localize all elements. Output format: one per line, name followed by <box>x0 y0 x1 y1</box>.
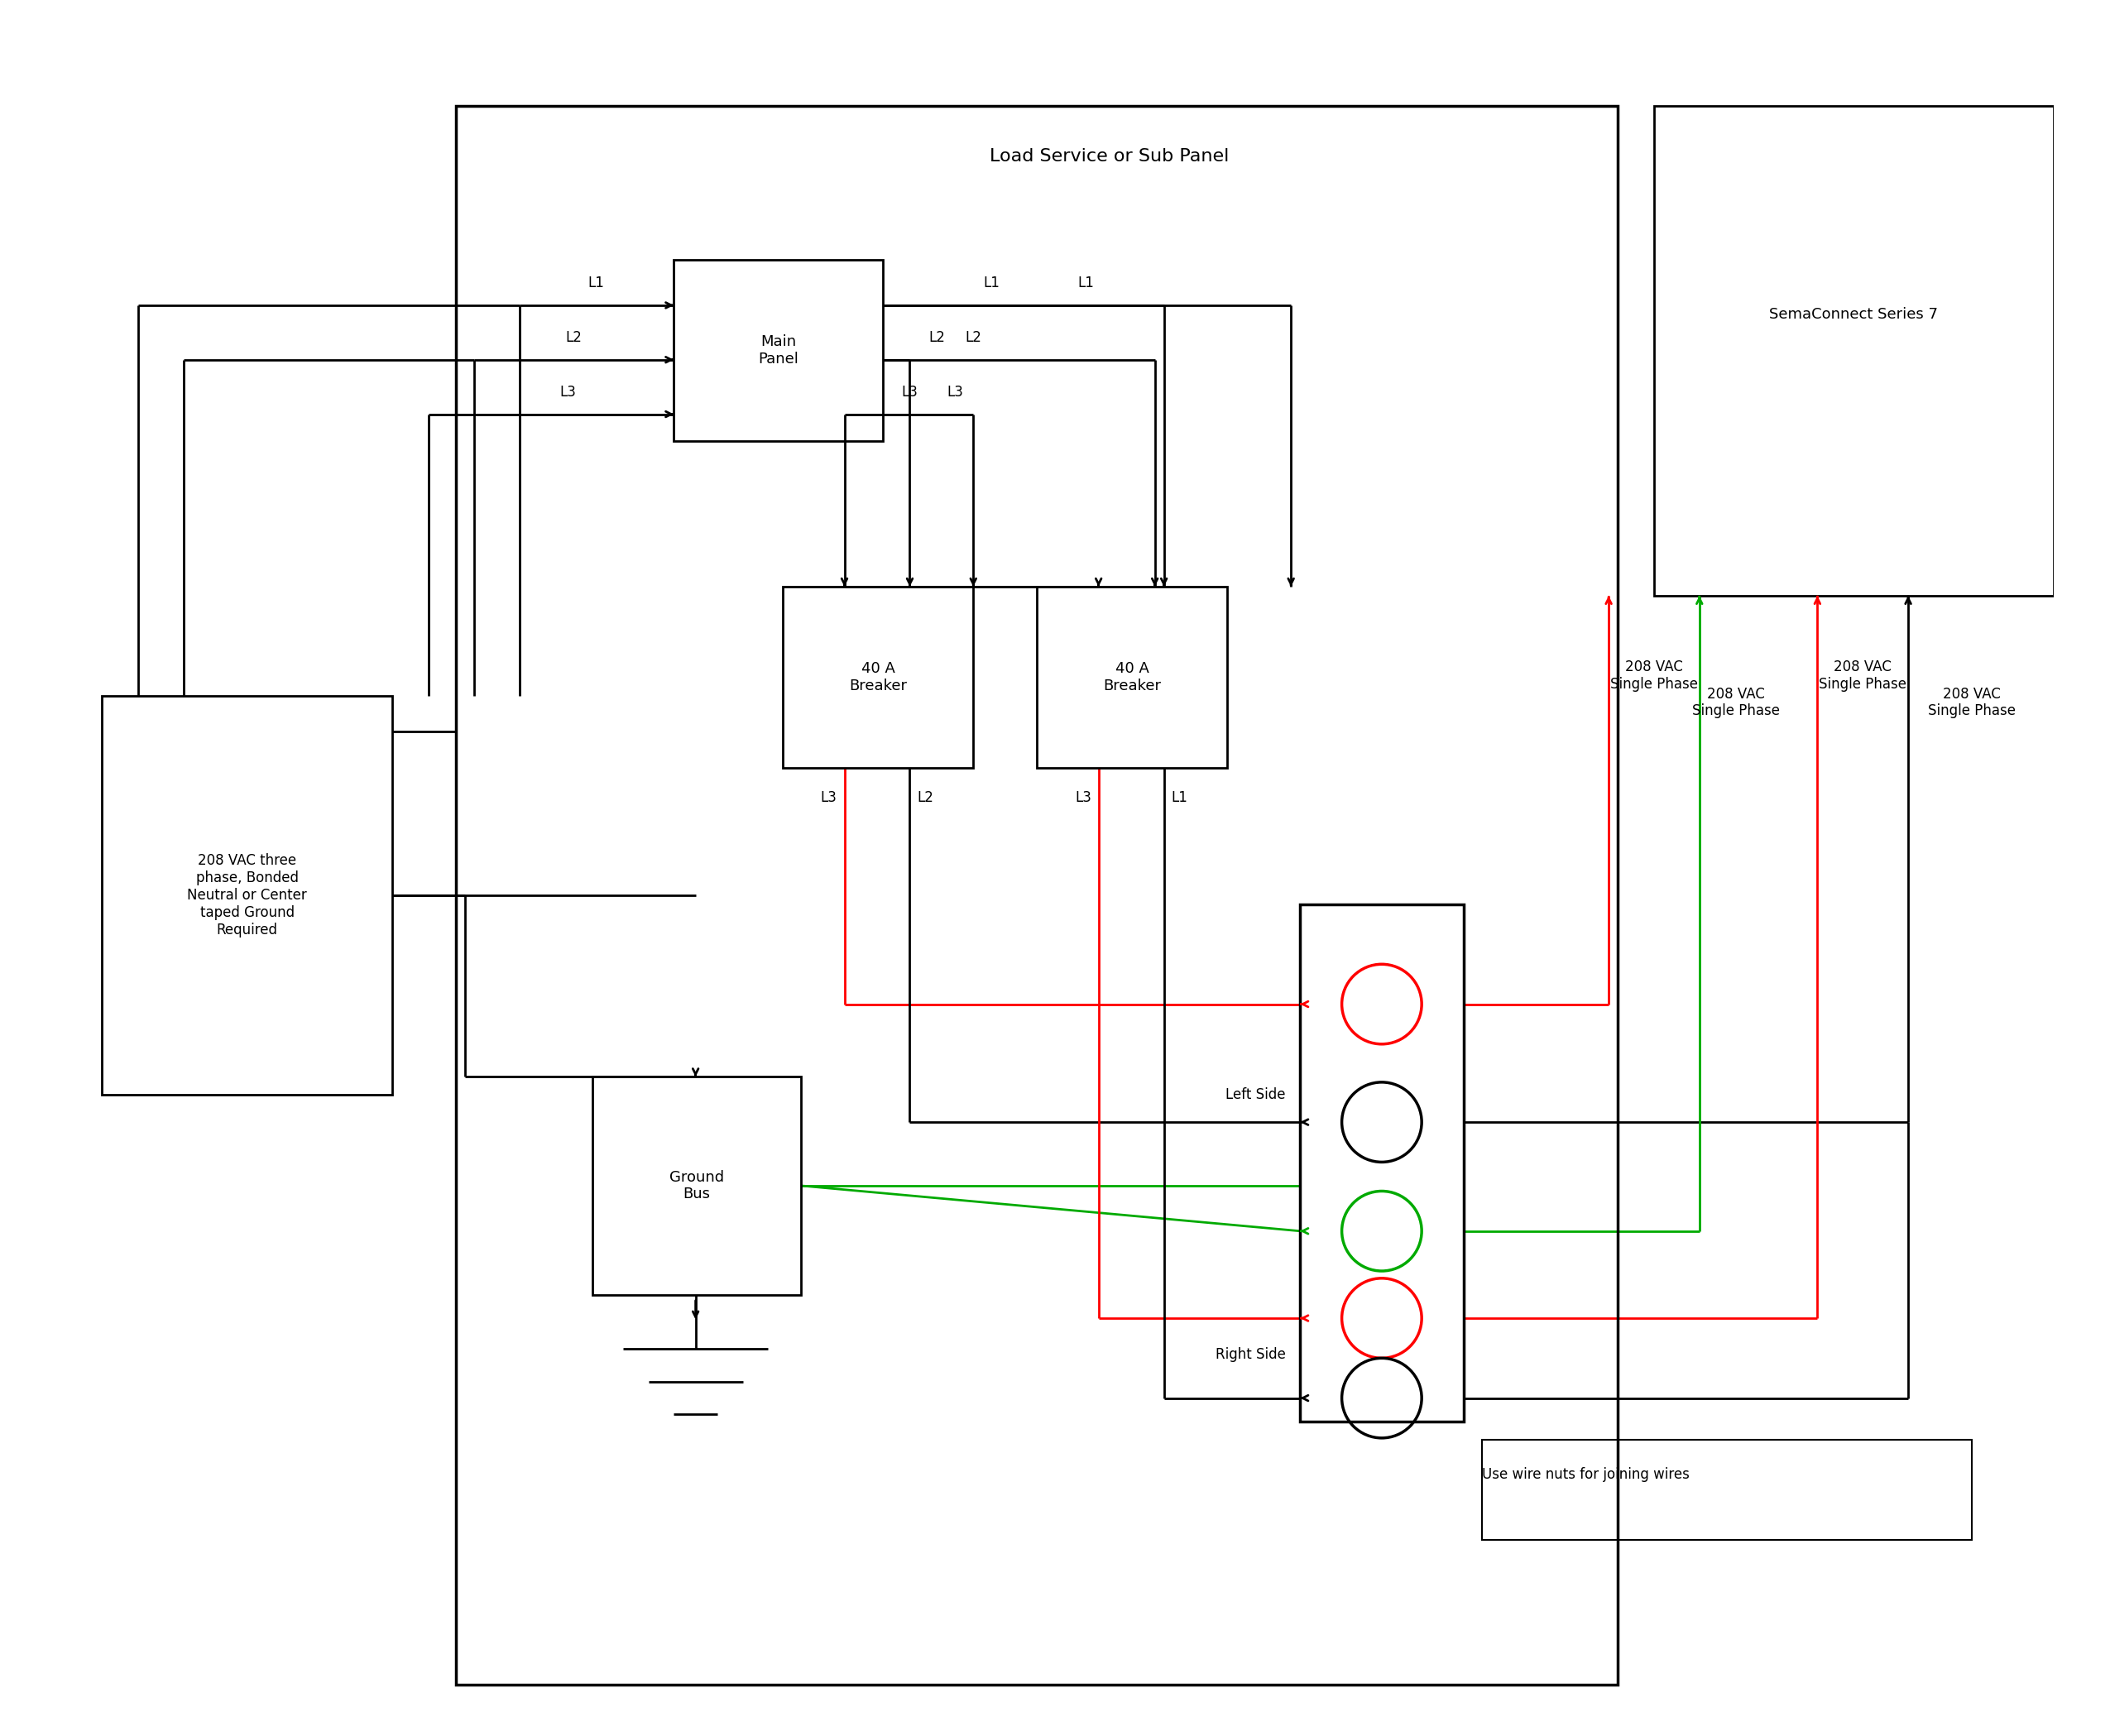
Text: Use wire nuts for joining wires: Use wire nuts for joining wires <box>1481 1467 1690 1483</box>
Text: L3: L3 <box>947 385 964 399</box>
Bar <box>1654 106 2053 595</box>
Text: L3: L3 <box>559 385 576 399</box>
Text: L2: L2 <box>928 330 945 345</box>
Text: L1: L1 <box>1078 276 1095 290</box>
Text: 208 VAC
Single Phase: 208 VAC Single Phase <box>1819 660 1907 691</box>
Text: L3: L3 <box>1074 790 1091 806</box>
Text: L3: L3 <box>901 385 918 399</box>
Bar <box>1300 904 1464 1422</box>
Bar <box>456 106 1618 1686</box>
Text: Right Side: Right Side <box>1215 1347 1285 1363</box>
Text: L1: L1 <box>1171 790 1188 806</box>
Text: Ground
Bus: Ground Bus <box>669 1170 724 1201</box>
Bar <box>1481 1439 1971 1540</box>
Text: 208 VAC
Single Phase: 208 VAC Single Phase <box>1929 686 2015 719</box>
Text: L2: L2 <box>918 790 933 806</box>
Text: L1: L1 <box>983 276 1000 290</box>
Text: Main
Panel: Main Panel <box>757 335 798 366</box>
Text: 40 A
Breaker: 40 A Breaker <box>1104 661 1160 693</box>
Text: 208 VAC
Single Phase: 208 VAC Single Phase <box>1692 686 1779 719</box>
Text: L1: L1 <box>587 276 603 290</box>
Text: 40 A
Breaker: 40 A Breaker <box>848 661 907 693</box>
Text: L2: L2 <box>964 330 981 345</box>
Bar <box>101 696 392 1095</box>
Text: Load Service or Sub Panel: Load Service or Sub Panel <box>990 148 1230 165</box>
Text: L2: L2 <box>565 330 582 345</box>
Text: 208 VAC
Single Phase: 208 VAC Single Phase <box>1610 660 1699 691</box>
Text: SemaConnect Series 7: SemaConnect Series 7 <box>1770 307 1939 321</box>
Text: L3: L3 <box>821 790 838 806</box>
Bar <box>783 587 973 767</box>
Bar <box>593 1076 802 1295</box>
Text: Left Side: Left Side <box>1226 1087 1285 1102</box>
Text: 208 VAC three
phase, Bonded
Neutral or Center
taped Ground
Required: 208 VAC three phase, Bonded Neutral or C… <box>188 854 308 937</box>
Bar <box>673 260 882 441</box>
Bar <box>1036 587 1228 767</box>
